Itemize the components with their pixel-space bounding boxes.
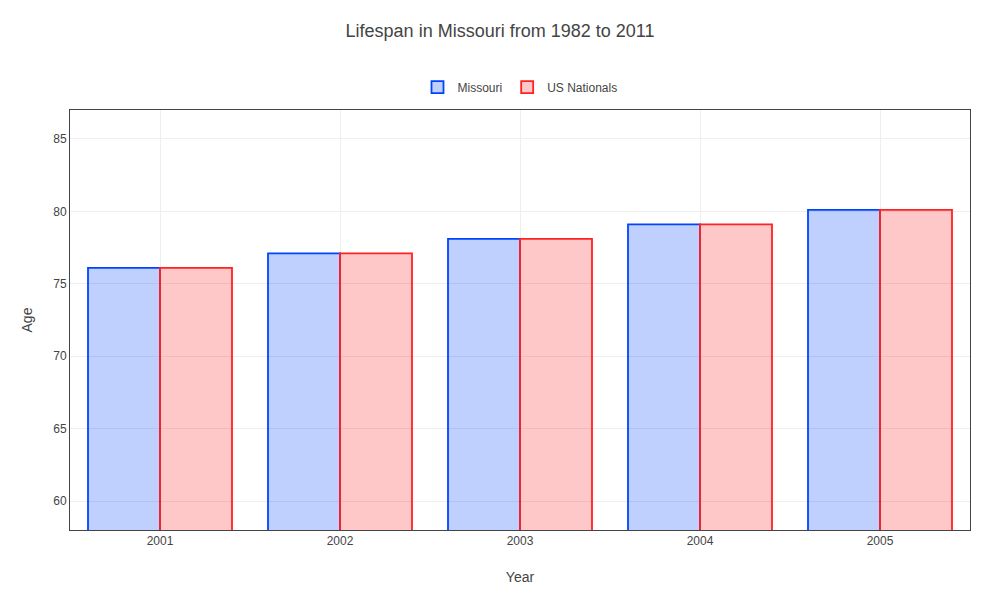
svg-text:75: 75 [53,277,67,291]
svg-text:Lifespan in Missouri from 1982: Lifespan in Missouri from 1982 to 2011 [346,21,655,41]
svg-text:65: 65 [53,422,67,436]
svg-text:85: 85 [53,132,67,146]
svg-text:Missouri: Missouri [458,81,503,95]
svg-text:80: 80 [53,205,67,219]
svg-text:2004: 2004 [687,534,714,548]
svg-text:60: 60 [53,494,67,508]
svg-text:Year: Year [506,569,535,585]
svg-text:2003: 2003 [507,534,534,548]
svg-text:70: 70 [53,349,67,363]
svg-text:2001: 2001 [147,534,174,548]
svg-text:2005: 2005 [867,534,894,548]
svg-text:US Nationals: US Nationals [547,81,617,95]
svg-text:2002: 2002 [327,534,354,548]
svg-text:Age: Age [19,307,35,332]
